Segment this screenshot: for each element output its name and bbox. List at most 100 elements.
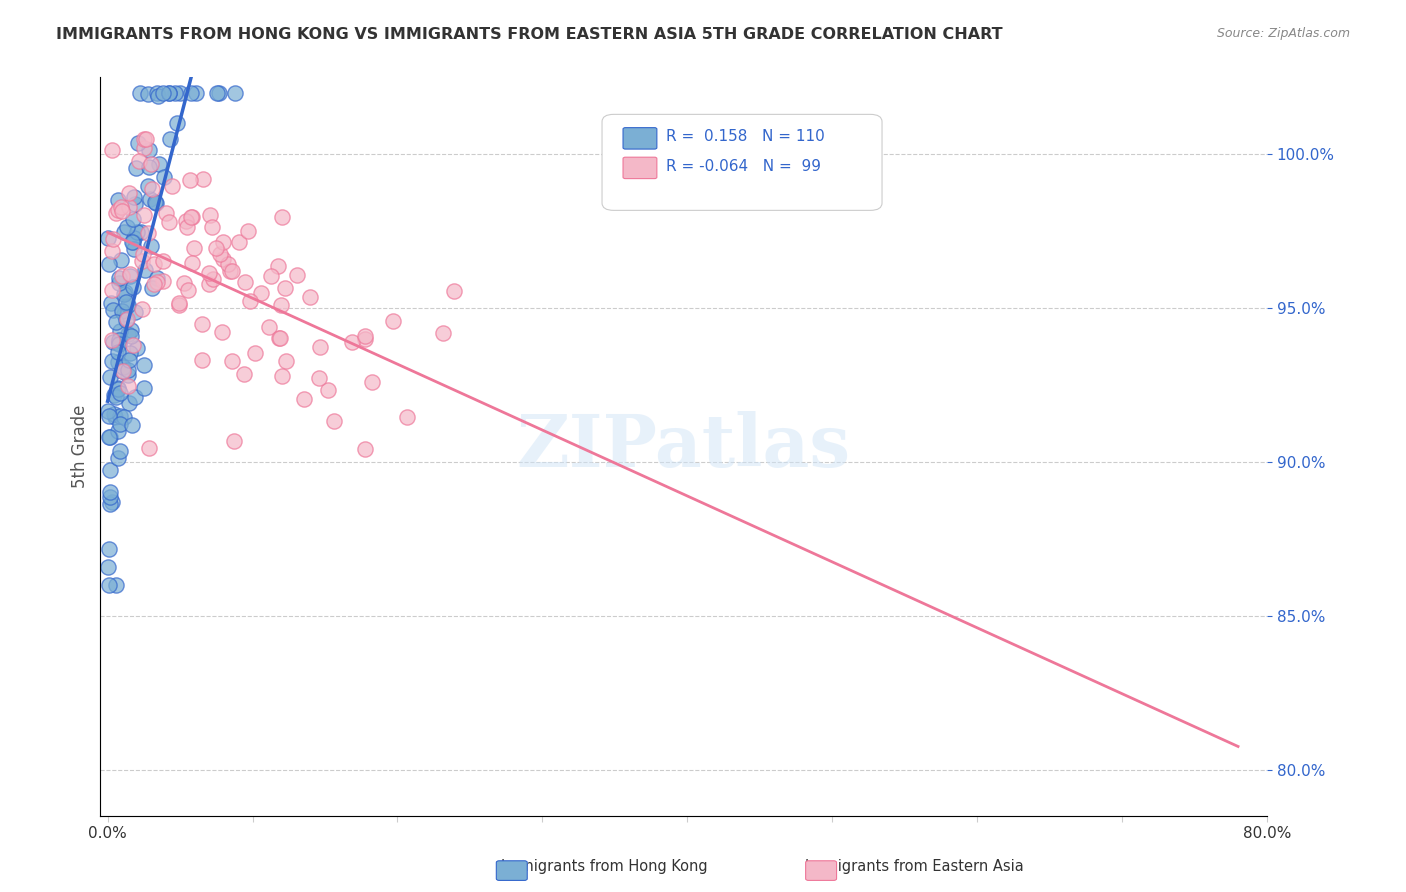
Immigrants from Eastern Asia (308, 371, 330, 385)
Immigrants from Eastern Asia (353, 329, 375, 343)
Immigrants from Hong Kong (148, 88, 170, 103)
Immigrants from Hong Kong (107, 193, 129, 207)
Immigrants from Hong Kong (108, 417, 131, 431)
Immigrants from Hong Kong (146, 271, 169, 285)
Immigrants from Hong Kong (138, 160, 160, 174)
Immigrants from Eastern Asia (238, 224, 260, 238)
Immigrants from Eastern Asia (211, 325, 233, 339)
Immigrants from Eastern Asia (361, 375, 384, 389)
Immigrants from Hong Kong (141, 281, 163, 295)
Immigrants from Hong Kong (108, 336, 131, 351)
Immigrants from Hong Kong (121, 235, 143, 249)
Immigrants from Hong Kong (129, 225, 152, 239)
Immigrants from Hong Kong (101, 495, 124, 509)
Immigrants from Hong Kong (97, 231, 120, 245)
Immigrants from Eastern Asia (202, 272, 225, 286)
Immigrants from Eastern Asia (235, 275, 257, 289)
Immigrants from Hong Kong (108, 385, 131, 400)
Immigrants from Eastern Asia (193, 172, 215, 186)
Immigrants from Eastern Asia (167, 295, 190, 310)
Immigrants from Eastern Asia (167, 297, 190, 311)
Immigrants from Hong Kong (107, 355, 129, 369)
Immigrants from Hong Kong (98, 490, 121, 504)
Immigrants from Eastern Asia (128, 153, 150, 168)
Immigrants from Hong Kong (124, 197, 146, 211)
Immigrants from Eastern Asia (201, 220, 224, 235)
Immigrants from Hong Kong (108, 333, 131, 347)
Immigrants from Hong Kong (136, 87, 159, 102)
Immigrants from Hong Kong (107, 424, 129, 438)
Immigrants from Hong Kong (101, 334, 124, 349)
Immigrants from Eastern Asia (285, 268, 308, 282)
Immigrants from Hong Kong (121, 280, 143, 294)
Immigrants from Eastern Asia (198, 277, 221, 292)
Immigrants from Eastern Asia (183, 241, 205, 255)
Immigrants from Hong Kong (104, 390, 127, 404)
Immigrants from Hong Kong (143, 195, 166, 210)
Immigrants from Hong Kong (114, 410, 136, 425)
Immigrants from Hong Kong (205, 86, 228, 100)
Immigrants from Hong Kong (152, 86, 174, 100)
Immigrants from Eastern Asia (257, 319, 280, 334)
Immigrants from Hong Kong (98, 463, 121, 477)
Immigrants from Eastern Asia (173, 277, 195, 291)
Immigrants from Hong Kong (138, 143, 160, 157)
Immigrants from Hong Kong (112, 287, 135, 301)
Immigrants from Hong Kong (98, 256, 121, 270)
Immigrants from Hong Kong (132, 358, 155, 372)
Immigrants from Hong Kong (148, 157, 170, 171)
Immigrants from Hong Kong (118, 269, 141, 284)
Immigrants from Eastern Asia (322, 414, 344, 428)
Immigrants from Hong Kong (120, 346, 142, 360)
Immigrants from Eastern Asia (121, 337, 143, 351)
Immigrants from Hong Kong (104, 409, 127, 424)
Immigrants from Eastern Asia (111, 203, 134, 218)
Immigrants from Eastern Asia (200, 208, 222, 222)
Immigrants from Hong Kong (101, 302, 124, 317)
Immigrants from Hong Kong (186, 86, 208, 100)
Immigrants from Eastern Asia (111, 364, 134, 378)
Immigrants from Eastern Asia (117, 312, 139, 326)
Immigrants from Eastern Asia (131, 302, 153, 317)
Immigrants from Hong Kong (98, 484, 121, 499)
Immigrants from Eastern Asia (138, 441, 160, 455)
Immigrants from Eastern Asia (217, 257, 239, 271)
Immigrants from Hong Kong (114, 285, 136, 300)
Immigrants from Eastern Asia (157, 215, 180, 229)
Immigrants from Eastern Asia (191, 318, 214, 332)
Immigrants from Hong Kong (122, 243, 145, 257)
Immigrants from Eastern Asia (117, 186, 139, 200)
Immigrants from Hong Kong (120, 323, 142, 337)
Immigrants from Eastern Asia (132, 247, 155, 261)
Immigrants from Eastern Asia (276, 353, 298, 368)
Immigrants from Eastern Asia (152, 274, 174, 288)
Immigrants from Eastern Asia (110, 200, 132, 214)
Immigrants from Eastern Asia (354, 442, 377, 457)
Immigrants from Hong Kong (127, 136, 149, 150)
Immigrants from Eastern Asia (179, 173, 201, 187)
Immigrants from Eastern Asia (180, 210, 202, 224)
Immigrants from Eastern Asia (160, 179, 183, 194)
Immigrants from Hong Kong (97, 578, 120, 592)
Immigrants from Eastern Asia (316, 384, 339, 398)
Immigrants from Eastern Asia (177, 283, 200, 297)
Immigrants from Hong Kong (157, 86, 180, 100)
Immigrants from Hong Kong (114, 313, 136, 327)
Immigrants from Hong Kong (118, 395, 141, 409)
Immigrants from Hong Kong (124, 305, 146, 319)
Immigrants from Hong Kong (107, 336, 129, 351)
Y-axis label: 5th Grade: 5th Grade (72, 405, 89, 488)
Text: Source: ZipAtlas.com: Source: ZipAtlas.com (1216, 27, 1350, 40)
Immigrants from Hong Kong (108, 324, 131, 338)
Immigrants from Hong Kong (100, 295, 122, 310)
Immigrants from Eastern Asia (267, 331, 290, 345)
Immigrants from Hong Kong (97, 409, 120, 423)
Immigrants from Hong Kong (146, 86, 169, 100)
Immigrants from Eastern Asia (181, 210, 204, 224)
Immigrants from Eastern Asia (135, 132, 157, 146)
Immigrants from Hong Kong (117, 326, 139, 341)
Immigrants from Hong Kong (117, 363, 139, 377)
Immigrants from Hong Kong (166, 116, 188, 130)
Immigrants from Eastern Asia (132, 132, 155, 146)
Immigrants from Hong Kong (122, 190, 145, 204)
